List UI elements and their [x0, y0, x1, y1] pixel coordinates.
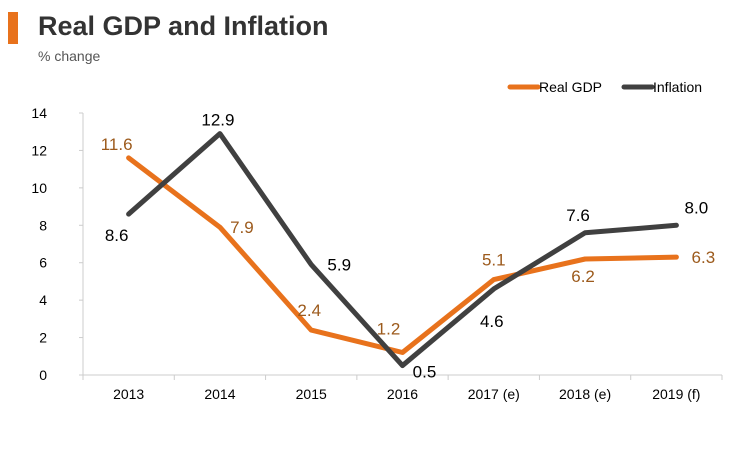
legend-label-inflation: Inflation — [653, 79, 702, 95]
y-tick-label: 2 — [39, 330, 47, 346]
legend: Real GDP Inflation — [507, 79, 702, 95]
legend-label-real-gdp: Real GDP — [539, 79, 602, 95]
x-tick-label: 2013 — [113, 386, 144, 402]
data-label-real-gdp: 6.3 — [692, 248, 716, 267]
data-label-inflation: 5.9 — [327, 256, 351, 275]
data-label-real-gdp: 7.9 — [230, 218, 254, 237]
x-tick-label: 2019 (f) — [652, 386, 700, 402]
axes: 0 2 4 6 8 10 12 14 2013 2014 2015 2016 2017 (e) 2018 … — [31, 105, 723, 402]
x-tick-label: 2016 — [387, 386, 418, 402]
x-tick-label: 2017 (e) — [468, 386, 520, 402]
y-tick-label: 8 — [39, 217, 47, 233]
data-label-inflation: 7.6 — [566, 206, 590, 225]
title-accent-bar — [8, 12, 18, 44]
data-label-real-gdp: 1.2 — [377, 320, 401, 339]
y-tick-label: 10 — [31, 180, 47, 196]
data-labels: 11.6 7.9 2.4 1.2 5.1 6.2 6.3 8.6 12.9 5.9 0.5 4.6 7.… — [101, 111, 715, 382]
x-tick-label: 2015 — [296, 386, 327, 402]
data-label-inflation: 0.5 — [413, 363, 437, 382]
series-line-inflation — [126, 131, 679, 369]
y-tick-label: 14 — [31, 105, 47, 121]
chart-subtitle: % change — [38, 48, 101, 64]
y-tick-label: 4 — [39, 292, 47, 308]
data-label-real-gdp: 6.2 — [571, 267, 595, 286]
data-label-real-gdp: 11.6 — [101, 135, 133, 154]
y-tick-label: 6 — [39, 255, 47, 271]
series-lines — [126, 131, 679, 369]
x-tick-label: 2018 (e) — [559, 386, 611, 402]
series-line-real-gdp — [126, 155, 679, 355]
chart-title: Real GDP and Inflation — [38, 11, 329, 41]
data-label-inflation: 8.6 — [105, 226, 129, 245]
data-label-real-gdp: 2.4 — [297, 301, 321, 320]
data-label-inflation: 4.6 — [480, 312, 504, 331]
data-label-inflation: 8.0 — [685, 198, 709, 217]
y-tick-label: 0 — [39, 367, 47, 383]
y-tick-label: 12 — [31, 142, 47, 158]
x-tick-label: 2014 — [204, 386, 235, 402]
data-label-real-gdp: 5.1 — [482, 251, 506, 270]
data-label-inflation: 12.9 — [201, 111, 234, 130]
